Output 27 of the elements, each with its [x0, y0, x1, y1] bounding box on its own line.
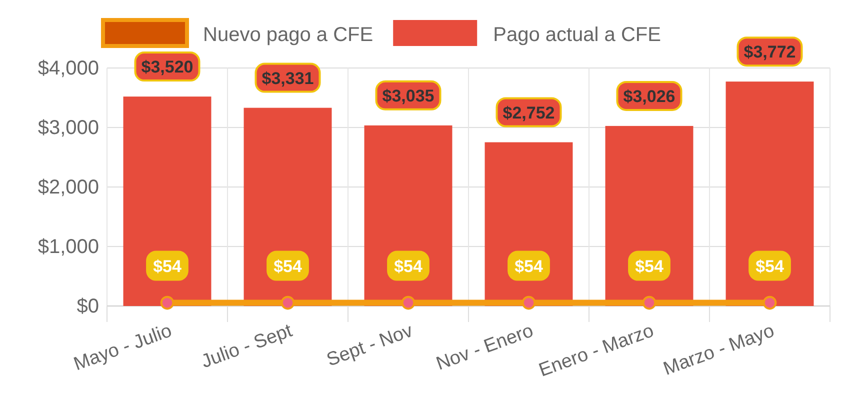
y-tick-label: $0: [76, 295, 99, 318]
data-label: $54: [635, 256, 664, 276]
data-label: $2,752: [502, 103, 555, 122]
x-tick-label: Nov - Enero: [434, 320, 536, 375]
x-tick-label: Marzo - Mayo: [660, 320, 778, 380]
data-label: $54: [394, 256, 423, 276]
data-label: $54: [514, 256, 544, 276]
data-label: $3,331: [262, 68, 314, 88]
y-tick-label: $4,000: [38, 57, 99, 80]
legend-label: Pago actual a CFE: [493, 24, 661, 46]
data-label: $54: [153, 256, 182, 276]
data-label: $3,035: [382, 86, 434, 106]
bar: [726, 82, 814, 306]
y-tick-label: $2,000: [38, 176, 99, 198]
bar: [123, 96, 212, 306]
x-tick-label: Mayo - Julio: [71, 320, 175, 376]
legend-label: Nuevo pago a CFE: [203, 24, 374, 46]
data-label: $54: [274, 256, 302, 276]
data-label: $3,772: [744, 42, 796, 62]
data-label: $3,026: [623, 86, 676, 106]
x-tick-label: Sept - Nov: [324, 320, 416, 371]
data-label: $54: [756, 256, 784, 276]
x-tick-label: Enero - Marzo: [536, 320, 657, 382]
y-tick-label: $1,000: [38, 236, 99, 258]
data-label: $3,520: [141, 58, 194, 77]
y-tick-label: $3,000: [38, 116, 99, 139]
x-tick-label: Julio - Sept: [198, 320, 296, 373]
